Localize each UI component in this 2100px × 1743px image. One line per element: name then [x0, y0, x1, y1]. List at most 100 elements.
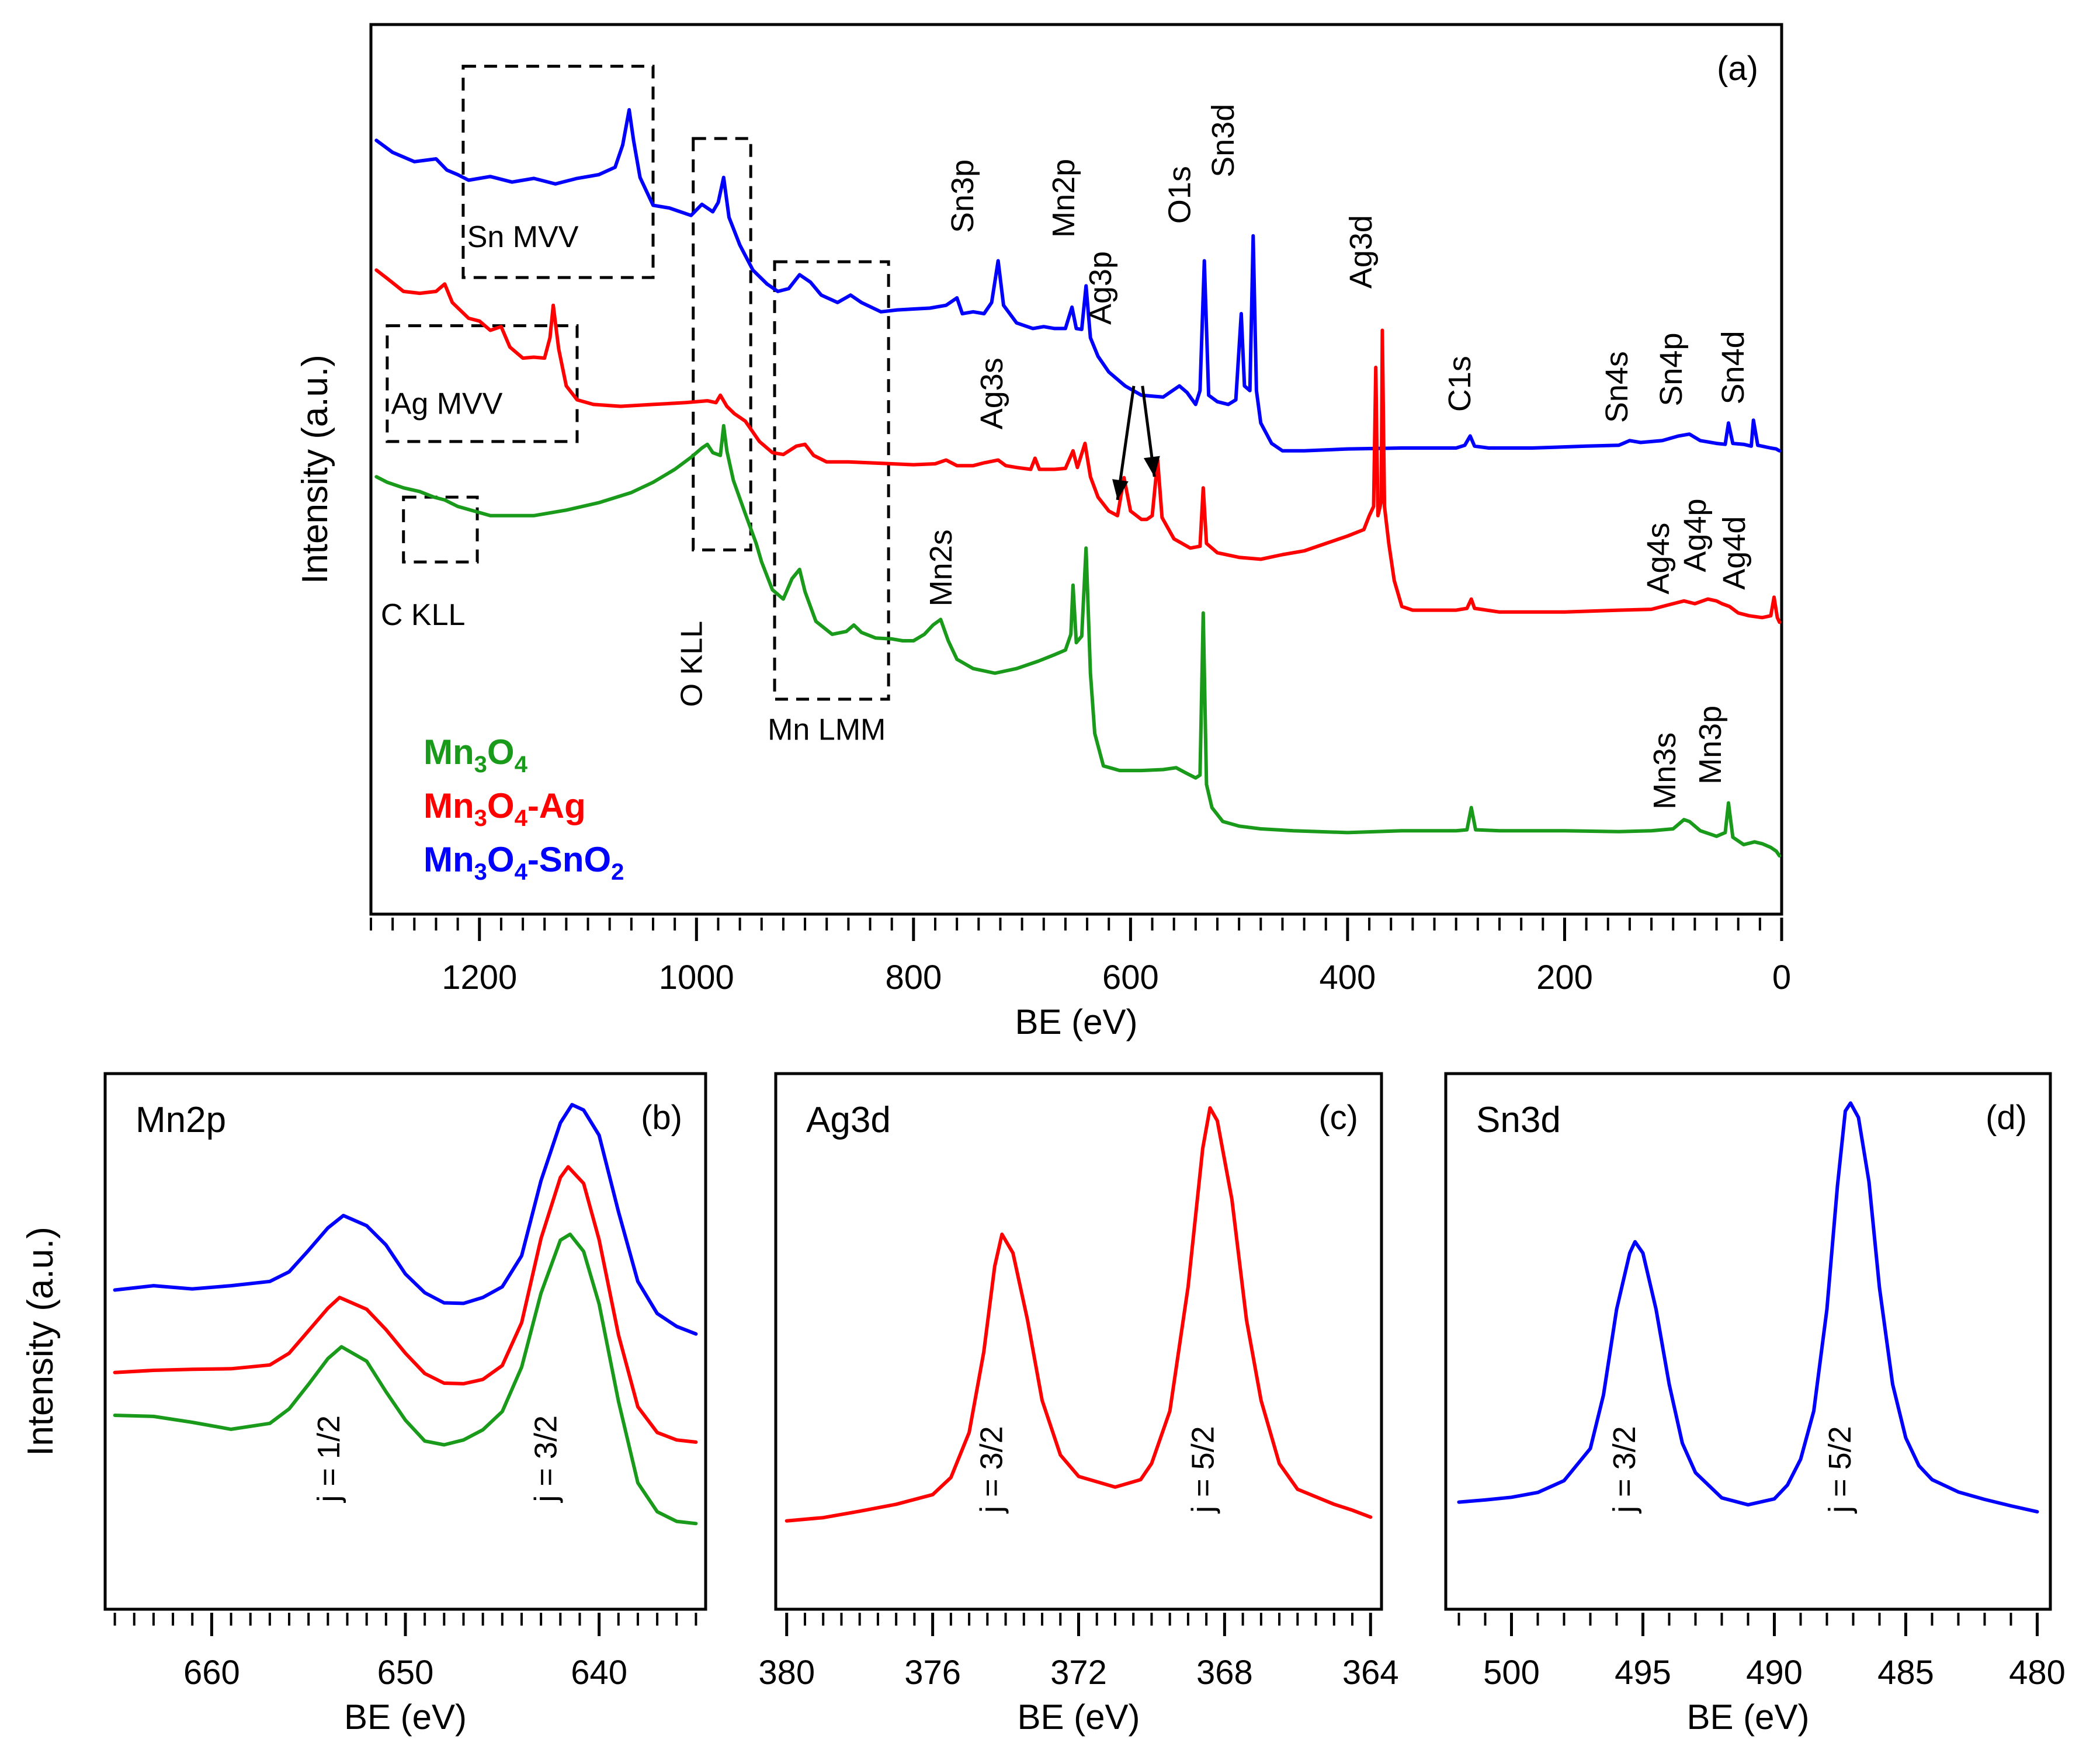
series-line [113, 1103, 698, 1336]
x-tick-label: 380 [758, 1654, 815, 1692]
series-line [785, 1106, 1373, 1523]
panel-c-ag3d: 380 376 372 368 364 BE (eV) (c) Ag3d j = 3/2 j = … [758, 1072, 1399, 1737]
series-line [374, 108, 1782, 453]
panel-c-frame [774, 1072, 1383, 1611]
legend-entry-part: Mn [424, 840, 474, 879]
peak-label: Sn4p [1654, 332, 1689, 406]
region-box-label: C KLL [381, 598, 466, 632]
legend-entry-part: O [487, 840, 515, 879]
legend-entry-part: O [487, 786, 515, 825]
x-tick-label: 640 [571, 1654, 627, 1692]
peak-label: Ag3s [974, 357, 1009, 429]
x-axis-label: BE (eV) [1015, 1002, 1137, 1041]
panel-label: (b) [641, 1099, 682, 1137]
legend-entry: Mn3O4-SnO2 [424, 840, 624, 885]
element-label: Sn3d [1476, 1100, 1561, 1140]
region-box [692, 137, 752, 552]
panel-b-x-axis: 660 650 640 [113, 1613, 697, 1692]
x-tick-label: 1200 [442, 959, 517, 997]
peak-label: j = 3/2 [974, 1426, 1009, 1514]
legend-entry-part: 3 [474, 805, 487, 831]
x-tick-label: 495 [1615, 1654, 1671, 1692]
panel-a-frame [369, 23, 1783, 916]
x-tick-label: 490 [1746, 1654, 1803, 1692]
series-line [113, 1232, 698, 1526]
panel-d-sn3d: 500 495 490 485 480 BE (eV) (d) Sn3d j = 3/2 j = … [1444, 1072, 2066, 1737]
x-axis-label: BE (eV) [344, 1697, 467, 1737]
peak-label: O1s [1162, 166, 1197, 224]
panel-a-survey-spectrum: 1200 1000 800 600 400 200 0 BE (eV) Intensity (a… [295, 23, 1791, 1041]
x-tick-label: 372 [1050, 1654, 1107, 1692]
legend-entry-part: Mn [424, 786, 474, 825]
x-tick-label: 368 [1196, 1654, 1253, 1692]
peak-label: Sn3p [945, 159, 980, 233]
peak-label: Ag3d [1344, 215, 1379, 289]
legend-entry-part: 3 [474, 752, 487, 777]
panel-a-x-axis: 1200 1000 800 600 400 200 0 [370, 918, 1791, 997]
panel-b-mn2p: 660 650 640 BE (eV) Intensity (a.u.) (b) Mn2p j… [20, 1072, 707, 1737]
x-tick-label: 200 [1536, 959, 1593, 997]
annotation-arrowhead [1143, 456, 1160, 477]
legend-entry-part: 2 [611, 859, 624, 885]
x-tick-label: 650 [377, 1654, 434, 1692]
x-tick-label: 600 [1102, 959, 1159, 997]
peak-label: Mn3p [1693, 706, 1728, 784]
x-axis-label: BE (eV) [1017, 1697, 1140, 1737]
region-box [386, 324, 579, 443]
series-line [1457, 1101, 2039, 1514]
peak-label: Ag3p [1083, 251, 1118, 325]
legend-entry-part: Mn [424, 732, 474, 772]
legend-entry-part: -Ag [527, 786, 586, 825]
peak-label: j = 3/2 [1607, 1426, 1642, 1514]
legend-entry-part: 4 [515, 805, 528, 831]
peak-label: j = 5/2 [1186, 1426, 1221, 1514]
x-tick-label: 400 [1320, 959, 1376, 997]
panel-label: (a) [1717, 50, 1758, 88]
series-line [113, 1165, 698, 1444]
panel-d-x-axis: 500 495 490 485 480 [1457, 1613, 2066, 1692]
series-line [374, 268, 1782, 624]
x-tick-label: 800 [885, 959, 942, 997]
x-tick-label: 500 [1483, 1654, 1540, 1692]
region-box [402, 495, 479, 564]
peak-label: C1s [1442, 356, 1477, 412]
panel-c-x-axis: 380 376 372 368 364 [758, 1613, 1399, 1692]
legend-entry-part: O [487, 732, 515, 772]
peak-label: Sn3d [1206, 104, 1241, 178]
y-axis-label: Intensity (a.u.) [295, 355, 335, 584]
x-tick-label: 660 [183, 1654, 240, 1692]
peak-label: j = 1/2 [311, 1415, 346, 1504]
legend-entry-part: 4 [515, 752, 528, 777]
x-tick-label: 376 [904, 1654, 961, 1692]
region-box-label: O KLL [675, 621, 709, 707]
peak-label: Mn2p [1046, 159, 1081, 238]
peak-label: Mn3s [1647, 732, 1682, 810]
x-tick-label: 480 [2009, 1654, 2066, 1692]
region-box-label: Sn MVV [467, 220, 579, 254]
peak-label: Ag4d [1717, 516, 1752, 590]
x-tick-label: 0 [1772, 959, 1791, 997]
region-box [461, 64, 655, 279]
y-axis-label: Intensity (a.u.) [20, 1227, 61, 1456]
peak-label: Sn4s [1599, 351, 1634, 423]
peak-label: j = 5/2 [1823, 1426, 1858, 1514]
region-box [773, 260, 890, 701]
region-box-label: Mn LMM [768, 713, 886, 747]
x-tick-label: 485 [1877, 1654, 1934, 1692]
element-label: Ag3d [806, 1100, 891, 1140]
element-label: Mn2p [136, 1100, 226, 1140]
peak-label: Ag4s [1641, 523, 1676, 595]
legend-entry-part: -SnO [527, 840, 611, 879]
annotation-arrowhead [1112, 479, 1129, 500]
x-tick-label: 1000 [659, 959, 734, 997]
peak-label: Sn4d [1716, 331, 1751, 404]
legend-entry: Mn3O4-Ag [424, 786, 586, 831]
legend-entry-part: 3 [474, 859, 487, 885]
panel-label: (c) [1318, 1099, 1358, 1137]
peak-label: j = 3/2 [529, 1415, 564, 1504]
peak-label: Ag4p [1678, 498, 1713, 572]
panel-label: (d) [1986, 1099, 2027, 1137]
peak-label: Mn2s [924, 529, 959, 606]
